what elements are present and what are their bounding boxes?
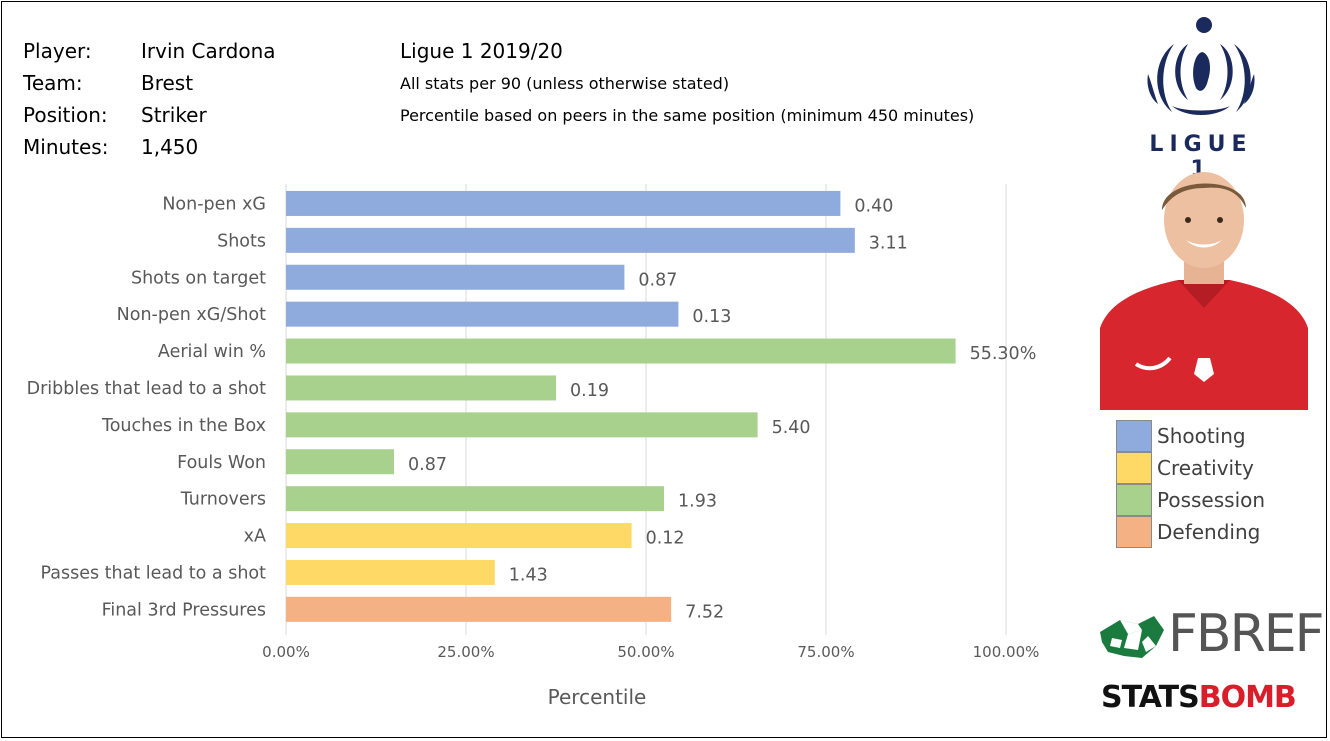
category-label-turnovers: Turnovers bbox=[180, 490, 266, 510]
bar-shots bbox=[286, 227, 855, 253]
value-label-shots: 3.11 bbox=[869, 233, 908, 253]
bar-fouls-won bbox=[286, 449, 394, 475]
legend-swatch-creativity bbox=[1116, 452, 1152, 484]
legend-swatch-defending bbox=[1116, 516, 1152, 548]
statsbomb-logo: STATSBOMB bbox=[1101, 680, 1297, 716]
bar-xa bbox=[286, 523, 632, 549]
value-label-shots-on-target: 0.87 bbox=[638, 270, 677, 290]
position-label: Position: bbox=[23, 103, 108, 127]
team-label: Team: bbox=[23, 71, 83, 95]
category-label-shots: Shots bbox=[217, 231, 266, 251]
category-label-dribbles-that-lead-to-a-shot: Dribbles that lead to a shot bbox=[27, 379, 267, 399]
player-label: Player: bbox=[23, 39, 92, 63]
position-value: Striker bbox=[141, 103, 207, 127]
bar-non-pen-xg-shot bbox=[286, 301, 679, 327]
category-label-aerial-win: Aerial win % bbox=[158, 342, 266, 362]
value-label-final-3rd-pressures: 7.52 bbox=[685, 602, 724, 622]
value-label-passes-that-lead-to-a-shot: 1.43 bbox=[509, 565, 548, 585]
per90-note: All stats per 90 (unless otherwise state… bbox=[400, 74, 730, 93]
value-label-xa: 0.12 bbox=[646, 529, 685, 549]
category-label-touches-in-the-box: Touches in the Box bbox=[101, 416, 266, 436]
value-label-non-pen-xg-shot: 0.13 bbox=[692, 307, 731, 327]
legend-label-possession: Possession bbox=[1157, 488, 1266, 512]
ligue1-logo-icon bbox=[1147, 17, 1255, 115]
value-label-fouls-won: 0.87 bbox=[408, 455, 447, 475]
statsbomb-bomb: BOMB bbox=[1198, 680, 1297, 715]
bar-touches-in-the-box bbox=[286, 412, 758, 438]
x-tick-label-2: 50.00% bbox=[617, 643, 674, 661]
category-label-final-3rd-pressures: Final 3rd Pressures bbox=[102, 600, 266, 620]
bar-non-pen-xg bbox=[286, 190, 841, 216]
percentile-note: Percentile based on peers in the same po… bbox=[400, 106, 975, 125]
bar-aerial-win bbox=[286, 338, 956, 364]
team-value: Brest bbox=[141, 71, 194, 95]
legend-swatch-possession bbox=[1116, 484, 1152, 516]
legend-label-shooting: Shooting bbox=[1157, 424, 1246, 448]
x-axis-title: Percentile bbox=[548, 685, 647, 709]
player-photo bbox=[1100, 172, 1308, 410]
category-label-fouls-won: Fouls Won bbox=[177, 453, 266, 473]
x-tick-label-0: 0.00% bbox=[262, 643, 310, 661]
season-label: Ligue 1 2019/20 bbox=[400, 39, 563, 63]
player-value: Irvin Cardona bbox=[141, 39, 276, 63]
x-tick-label-4: 100.00% bbox=[973, 643, 1040, 661]
value-label-turnovers: 1.93 bbox=[678, 492, 717, 512]
x-tick-label-3: 75.00% bbox=[797, 643, 854, 661]
category-label-non-pen-xg-shot: Non-pen xG/Shot bbox=[117, 305, 266, 325]
category-label-passes-that-lead-to-a-shot: Passes that lead to a shot bbox=[41, 563, 267, 583]
legend-label-creativity: Creativity bbox=[1157, 456, 1254, 480]
category-label-shots-on-target: Shots on target bbox=[131, 268, 266, 288]
statsbomb-stats: STATS bbox=[1101, 680, 1200, 715]
legend-label-defending: Defending bbox=[1157, 520, 1261, 544]
bar-shots-on-target bbox=[286, 264, 625, 290]
category-label-non-pen-xg: Non-pen xG bbox=[162, 194, 266, 214]
fbref-wordmark: FBREF bbox=[1168, 604, 1324, 664]
fbref-logo-icon bbox=[1100, 616, 1164, 658]
category-label-xa: xA bbox=[244, 527, 266, 547]
value-label-non-pen-xg: 0.40 bbox=[854, 196, 893, 216]
minutes-value: 1,450 bbox=[141, 135, 199, 159]
value-label-aerial-win: 55.30% bbox=[970, 344, 1037, 364]
grid-lines bbox=[285, 184, 1007, 635]
bars bbox=[286, 190, 956, 622]
value-label-touches-in-the-box: 5.40 bbox=[772, 418, 811, 438]
minutes-label: Minutes: bbox=[23, 135, 109, 159]
bar-final-3rd-pressures bbox=[286, 596, 672, 622]
x-tick-label-1: 25.00% bbox=[437, 643, 494, 661]
value-label-dribbles-that-lead-to-a-shot: 0.19 bbox=[570, 381, 609, 401]
bar-passes-that-lead-to-a-shot bbox=[286, 559, 495, 585]
labels: 0.00% 25.00% 50.00% 75.00% 100.00% Non-pen xG… bbox=[27, 194, 1040, 661]
legend-swatch-shooting bbox=[1116, 420, 1152, 452]
bar-dribbles-that-lead-to-a-shot bbox=[286, 375, 556, 401]
bar-turnovers bbox=[286, 486, 664, 512]
